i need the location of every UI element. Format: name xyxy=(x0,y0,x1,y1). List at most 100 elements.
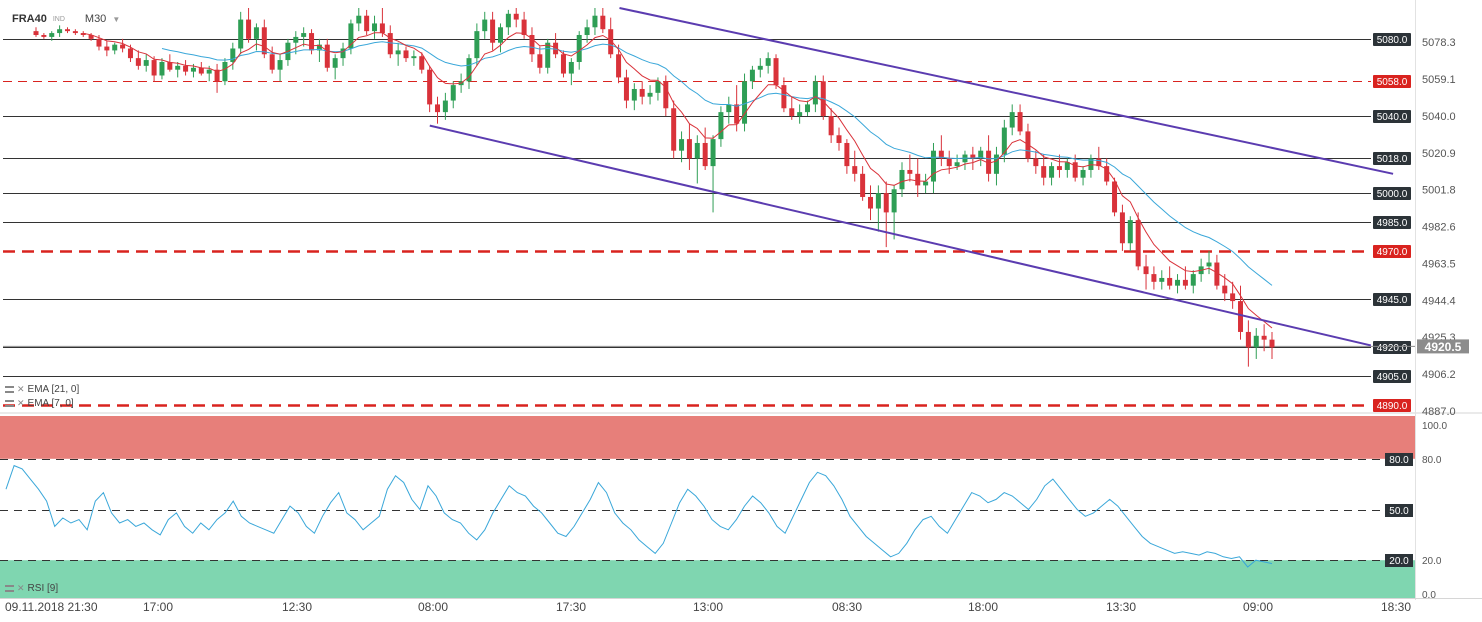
candle-body xyxy=(993,154,999,174)
candle-body xyxy=(1245,331,1251,348)
settings-icon[interactable] xyxy=(5,386,14,393)
candle-body xyxy=(970,154,976,159)
candle-body xyxy=(230,48,236,62)
candle-body xyxy=(765,58,771,66)
candle xyxy=(1245,320,1251,367)
rsi-tick-label: 0.0 xyxy=(1422,590,1436,601)
candle-body xyxy=(1056,166,1062,170)
candle xyxy=(1230,281,1236,309)
candle xyxy=(505,9,511,35)
candles xyxy=(33,8,1275,367)
candle-body xyxy=(253,27,259,39)
level-badge-label: 4985.0 xyxy=(1377,218,1408,229)
candle-body xyxy=(57,29,63,34)
candle xyxy=(828,108,834,143)
candle xyxy=(411,50,417,66)
rsi-text: RSI [9] xyxy=(27,583,59,594)
candle-body xyxy=(80,33,86,35)
candle-body xyxy=(466,58,472,82)
rsi-overbought-zone xyxy=(0,416,1415,459)
candle xyxy=(631,83,637,111)
ema7-indicator-label[interactable]: ✕ EMA [7, 0] xyxy=(5,398,74,409)
close-icon[interactable]: ✕ xyxy=(17,583,25,593)
candle-body xyxy=(348,23,354,49)
candle xyxy=(340,42,346,66)
candle xyxy=(1135,212,1141,271)
candle-body xyxy=(269,54,275,70)
candle-body xyxy=(812,81,818,105)
candle xyxy=(671,100,677,159)
candle-body xyxy=(1080,169,1086,178)
candle-body xyxy=(1175,279,1181,286)
level-badge-label: 4905.0 xyxy=(1377,372,1408,383)
ema21-indicator-label[interactable]: ✕ EMA [21, 0] xyxy=(5,384,79,395)
candle xyxy=(49,31,55,41)
settings-icon[interactable] xyxy=(5,585,14,592)
candle-body xyxy=(513,13,519,20)
candle-body xyxy=(663,81,669,109)
candle-body xyxy=(639,88,645,97)
rsi-level-badge-label: 50.0 xyxy=(1389,506,1409,517)
candle-body xyxy=(946,158,952,167)
level-badge xyxy=(1373,293,1411,306)
candle-body xyxy=(175,65,181,70)
candle-body xyxy=(419,56,425,70)
candle xyxy=(230,42,236,70)
timeframe-label[interactable]: M30 xyxy=(84,13,107,25)
candle xyxy=(183,60,189,76)
level-badge-label: 5080.0 xyxy=(1377,35,1408,46)
close-icon[interactable]: ✕ xyxy=(17,398,25,408)
candle-body xyxy=(356,15,362,24)
candle-body xyxy=(340,48,346,59)
time-tick-label: 13:30 xyxy=(1106,600,1136,614)
candle-body xyxy=(1017,112,1023,132)
candle-body xyxy=(497,27,503,43)
candle-body xyxy=(616,54,622,78)
price-tick-label: 4906.2 xyxy=(1422,369,1456,381)
level-badge-label: 4945.0 xyxy=(1377,295,1408,306)
candle xyxy=(734,85,740,132)
candle-body xyxy=(844,142,850,167)
settings-icon[interactable] xyxy=(5,400,14,407)
candle-body xyxy=(127,48,133,59)
candle xyxy=(442,92,448,120)
candle xyxy=(773,54,779,89)
candle-body xyxy=(1206,262,1212,267)
candle xyxy=(679,131,685,163)
candle-body xyxy=(938,150,944,159)
candle xyxy=(1033,150,1039,174)
close-icon[interactable]: ✕ xyxy=(17,384,25,394)
level-badge-label: 5058.0 xyxy=(1377,77,1408,88)
level-badge xyxy=(1373,341,1411,354)
rsi-indicator-label[interactable]: ✕ RSI [9] xyxy=(5,583,58,594)
candle-body xyxy=(1127,220,1133,244)
candle xyxy=(64,27,70,34)
candle-body xyxy=(1135,220,1141,267)
rsi-level-badge xyxy=(1385,554,1413,567)
level-badge-label: 4920.0 xyxy=(1377,343,1408,354)
candle-body xyxy=(891,189,897,213)
candle xyxy=(1112,177,1118,217)
candle xyxy=(1151,266,1157,290)
candle-body xyxy=(316,44,322,51)
candle-body xyxy=(151,60,157,76)
candle xyxy=(1056,154,1062,178)
candle xyxy=(1127,216,1133,251)
candle-body xyxy=(1009,112,1015,128)
candle-body xyxy=(867,196,873,209)
candle-body xyxy=(246,19,252,39)
channel-upper-line xyxy=(619,7,1394,175)
candle-body xyxy=(954,162,960,167)
time-tick-label: 12:30 xyxy=(282,600,312,614)
candle xyxy=(962,150,968,170)
last-price-badge xyxy=(1417,339,1469,354)
price-tick-label: 4963.5 xyxy=(1422,258,1456,270)
chevron-down-icon[interactable]: ▼ xyxy=(112,14,121,24)
candle xyxy=(710,135,716,213)
candle-body xyxy=(1238,301,1244,332)
symbol-label[interactable]: FRA40 xyxy=(12,13,47,25)
candle-body xyxy=(655,81,661,93)
candle-body xyxy=(293,36,299,43)
channel-lower-line xyxy=(429,124,1372,347)
